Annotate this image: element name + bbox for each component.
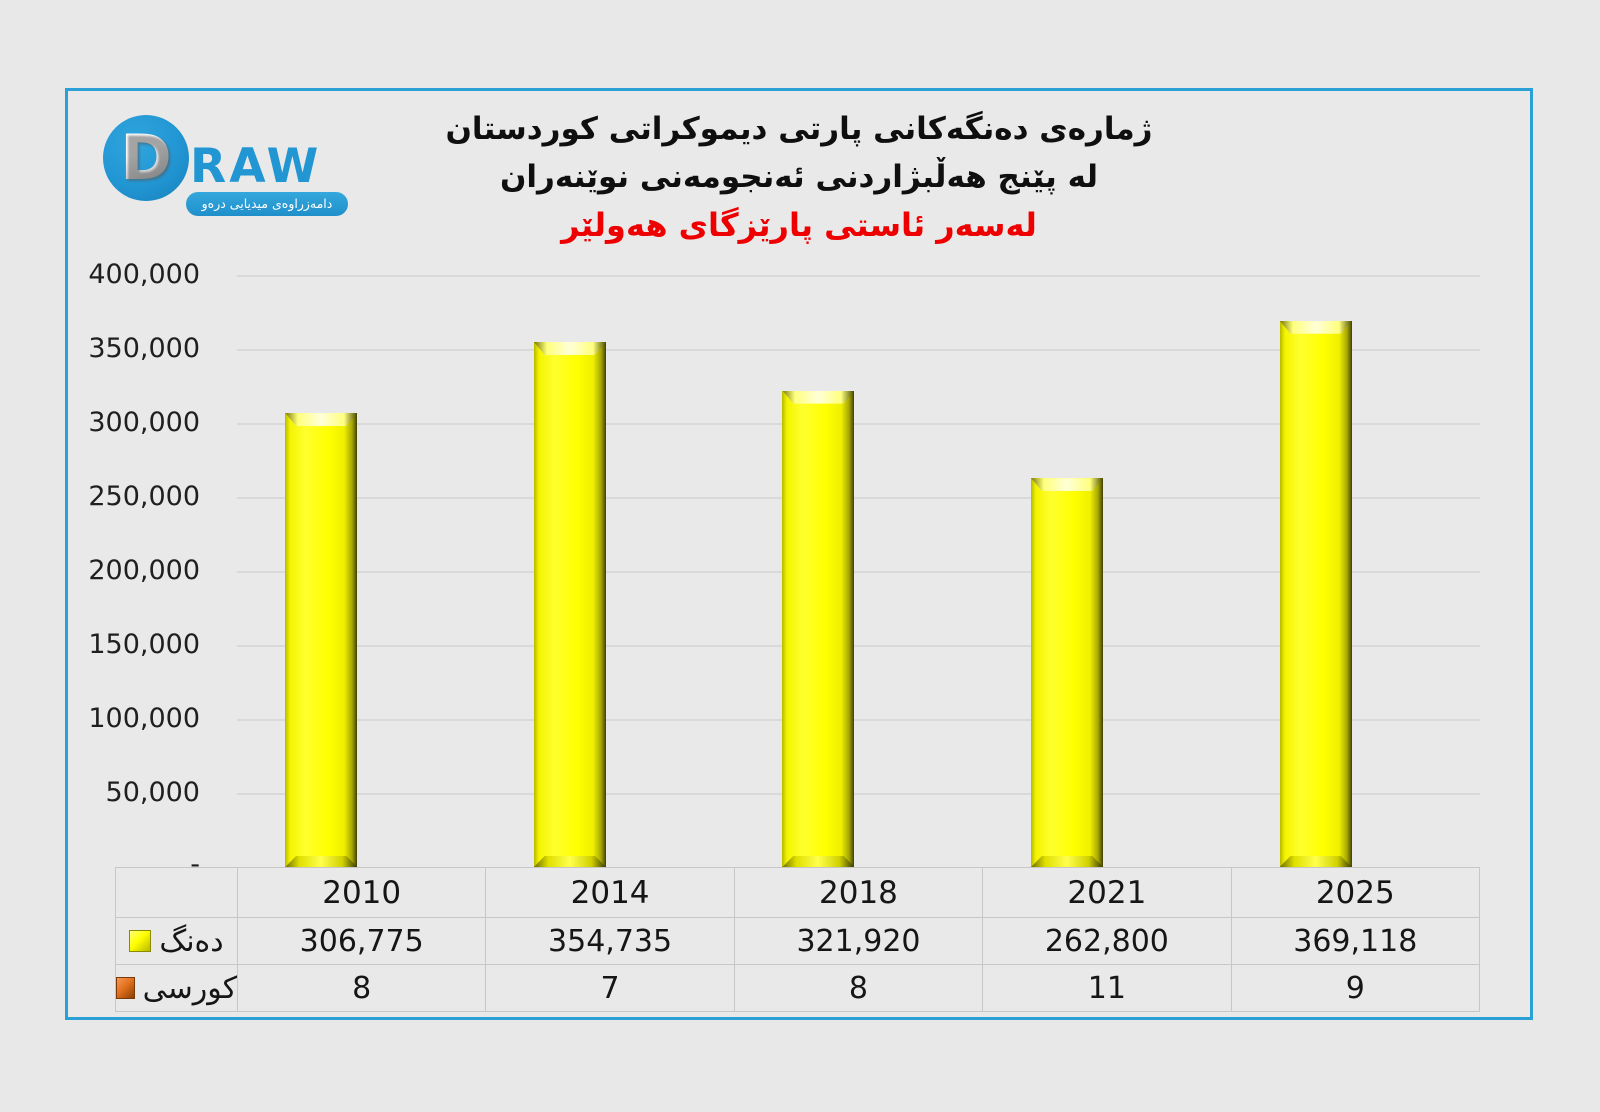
bar-slot-2021 — [983, 275, 1232, 867]
y-tick-300000: 300,000 — [88, 407, 200, 438]
y-tick-200000: 200,000 — [88, 555, 200, 586]
year-cell-2014: 2014 — [485, 867, 735, 918]
gridline-350000 — [237, 349, 1480, 351]
y-tick-50000: 50,000 — [105, 777, 200, 808]
y-tick-350000: 350,000 — [88, 333, 200, 364]
y-axis: 400,000 350,000 300,000 250,000 200,000 … — [68, 91, 200, 1017]
bar-2025 — [1279, 320, 1352, 867]
seats-legend-icon — [116, 977, 135, 999]
gridline-400000 — [237, 275, 1480, 277]
gridline-50000 — [237, 793, 1480, 795]
year-cell-2021: 2021 — [982, 867, 1232, 918]
draw-logo-raw-text: RAW — [190, 139, 322, 194]
bar-2018 — [782, 390, 855, 867]
votes-legend-label: دەنگ — [159, 923, 224, 959]
y-tick-250000: 250,000 — [88, 481, 200, 512]
year-cell-2025: 2025 — [1230, 867, 1481, 918]
table-row-votes: دەنگ 306,775 354,735 321,920 262,800 369… — [115, 917, 1481, 965]
bar-slot-2010 — [237, 275, 486, 867]
y-tick-100000: 100,000 — [88, 703, 200, 734]
draw-logo-d-letter: D — [120, 121, 172, 194]
plot-area — [237, 275, 1480, 867]
bar-slot-2014 — [486, 275, 735, 867]
seats-cell-2018: 8 — [733, 964, 984, 1012]
votes-cell-2018: 321,920 — [733, 917, 984, 965]
chart-subtitle: لەسەر ئاستی پارێزگای هەولێر — [561, 206, 1037, 244]
chart-frame: D RAW دامەزراوەی میدیایی درەو ژمارەی دەن… — [65, 88, 1533, 1020]
y-tick-zero: - — [190, 849, 200, 880]
seats-cell-2014: 7 — [485, 964, 735, 1012]
chart-title-line1: ژمارەی دەنگەکانی پارتی دیموکراتی کوردستا… — [445, 111, 1153, 147]
table-row-years: 2010 2014 2018 2021 2025 — [115, 867, 1481, 918]
bar-2021 — [1031, 478, 1104, 867]
seats-cell-2025: 9 — [1230, 964, 1481, 1012]
y-tick-400000: 400,000 — [88, 259, 200, 290]
data-table: 2010 2014 2018 2021 2025 دەنگ 306,775 35… — [115, 867, 1481, 1012]
votes-legend-icon — [129, 930, 152, 952]
gridline-300000 — [237, 423, 1480, 425]
votes-cell-2010: 306,775 — [236, 917, 487, 965]
seats-legend-label: کورسی — [142, 970, 237, 1006]
votes-cell-2021: 262,800 — [982, 917, 1232, 965]
bar-2014 — [533, 342, 606, 867]
votes-cell-2025: 369,118 — [1230, 917, 1481, 965]
gridline-200000 — [237, 571, 1480, 573]
seats-cell-2010: 8 — [236, 964, 487, 1012]
table-row-seats: کورسی 8 7 8 11 9 — [115, 964, 1481, 1012]
chart-title-block: ژمارەی دەنگەکانی پارتی دیموکراتی کوردستا… — [68, 105, 1530, 249]
gridline-150000 — [237, 645, 1480, 647]
seats-legend-cell: کورسی — [115, 964, 238, 1012]
gridline-250000 — [237, 497, 1480, 499]
draw-logo-circle-icon: D — [103, 115, 189, 201]
bar-slot-2018 — [734, 275, 983, 867]
table-corner-blank — [115, 867, 238, 918]
bar-2010 — [285, 412, 358, 867]
year-cell-2010: 2010 — [236, 867, 487, 918]
year-cell-2018: 2018 — [733, 867, 984, 918]
chart-title-line2: لە پێنج هەڵبژاردنی ئەنجومەنی نوێنەران — [499, 159, 1099, 195]
votes-legend-cell: دەنگ — [115, 917, 238, 965]
gridline-100000 — [237, 719, 1480, 721]
votes-cell-2014: 354,735 — [485, 917, 735, 965]
seats-cell-2021: 11 — [982, 964, 1232, 1012]
draw-logo: D RAW دامەزراوەی میدیایی درەو — [98, 109, 398, 224]
bar-slots — [237, 275, 1480, 867]
y-tick-150000: 150,000 — [88, 629, 200, 660]
draw-logo-banner: دامەزراوەی میدیایی درەو — [186, 192, 348, 216]
bar-slot-2025 — [1231, 275, 1480, 867]
